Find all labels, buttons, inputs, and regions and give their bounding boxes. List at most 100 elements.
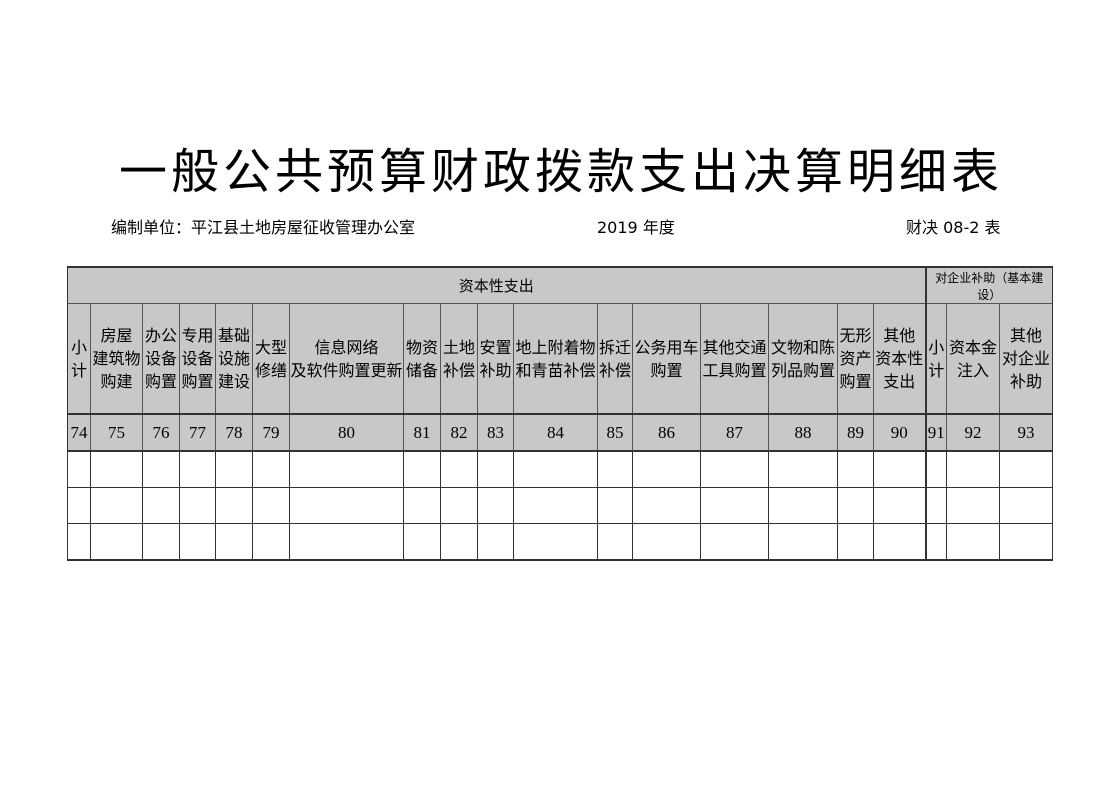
table-cell <box>924 487 948 524</box>
table-cell <box>477 523 514 561</box>
column-code: 87 <box>700 413 769 452</box>
table-cell <box>403 450 441 488</box>
column-header: 拆迁 补偿 <box>597 303 633 415</box>
column-header: 土地 补偿 <box>440 303 478 415</box>
table-cell <box>632 523 701 561</box>
table-cell <box>924 450 948 488</box>
group-header-capital: 资本性支出 <box>66 266 927 304</box>
year-label: 2019 年度 <box>597 218 675 237</box>
column-code: 92 <box>946 413 1001 452</box>
table-cell <box>67 450 91 488</box>
column-code: 75 <box>90 413 143 452</box>
table-cell <box>872 523 927 561</box>
column-code-row: 74 75 76 77 78 79 80 81 82 83 84 85 86 87 88 89 90 91 92 93 <box>67 413 1054 452</box>
table-cell <box>513 450 598 488</box>
table-cell <box>252 450 290 488</box>
table-cell <box>215 487 253 524</box>
table-cell <box>837 523 874 561</box>
column-header: 小 计 <box>67 303 91 415</box>
table-cell <box>999 523 1054 561</box>
table-cell <box>440 450 478 488</box>
table-cell <box>403 523 441 561</box>
table-cell <box>90 450 143 488</box>
column-header: 无形 资产 购置 <box>837 303 874 415</box>
table-cell <box>142 487 180 524</box>
column-header-row: 小 计房屋 建筑物 购建 办公 设备 购置 专用 设备 购置 基础 设施 建设 大型 修… <box>67 303 1054 415</box>
table-cell <box>90 523 143 561</box>
column-code: 90 <box>872 413 927 452</box>
table-cell <box>700 523 769 561</box>
column-header: 物资 储备 <box>403 303 441 415</box>
column-code: 86 <box>632 413 701 452</box>
group-header-row: 资本性支出 对企业补助（基本建设） <box>66 266 1054 304</box>
table-cell <box>179 523 216 561</box>
table-cell <box>837 487 874 524</box>
column-code: 76 <box>142 413 180 452</box>
page-title: 一般公共预算财政拨款支出决算明细表 <box>118 144 1003 200</box>
column-code: 77 <box>179 413 216 452</box>
column-header: 其他 资本性 支出 <box>872 303 927 415</box>
column-code: 89 <box>837 413 874 452</box>
column-header: 公务用车 购置 <box>632 303 701 415</box>
column-header: 地上附着物 和青苗补偿 <box>513 303 598 415</box>
column-header: 资本金 注入 <box>946 303 1001 415</box>
column-code: 88 <box>768 413 838 452</box>
column-header: 其他交通 工具购置 <box>700 303 769 415</box>
table-cell <box>215 450 253 488</box>
table-cell <box>252 523 290 561</box>
column-code: 78 <box>215 413 253 452</box>
table-cell <box>924 523 948 561</box>
column-header: 基础 设施 建设 <box>215 303 253 415</box>
group-header-enterprise: 对企业补助（基本建设） <box>924 266 1054 304</box>
table-cell <box>999 450 1054 488</box>
table-cell <box>252 487 290 524</box>
form-code: 财决 08-2 表 <box>906 218 1001 237</box>
table-cell <box>440 523 478 561</box>
table-cell <box>142 450 180 488</box>
column-code: 80 <box>289 413 404 452</box>
table-cell <box>872 487 927 524</box>
table-cell <box>837 450 874 488</box>
column-header: 安置 补助 <box>477 303 514 415</box>
table-cell <box>142 523 180 561</box>
table-cell <box>999 487 1054 524</box>
table-cell <box>403 487 441 524</box>
detail-table: 资本性支出 对企业补助（基本建设） 小 计房屋 建筑物 购建 办公 设备 购置 专用… <box>66 266 1054 561</box>
table-cell <box>632 450 701 488</box>
table-cell <box>700 487 769 524</box>
column-header: 大型 修缮 <box>252 303 290 415</box>
table-cell <box>632 487 701 524</box>
table-cell <box>946 523 1001 561</box>
table-row <box>67 450 1054 488</box>
column-code: 81 <box>403 413 441 452</box>
column-header: 信息网络 及软件购置更新 <box>289 303 404 415</box>
table-cell <box>700 450 769 488</box>
table-cell <box>513 487 598 524</box>
table-cell <box>90 487 143 524</box>
table-cell <box>946 450 1001 488</box>
column-header: 其他 对企业 补助 <box>999 303 1054 415</box>
table-cell <box>768 487 838 524</box>
table-cell <box>768 523 838 561</box>
column-header: 文物和陈 列品购置 <box>768 303 838 415</box>
column-code: 85 <box>597 413 633 452</box>
table-cell <box>215 523 253 561</box>
table-cell <box>872 450 927 488</box>
column-header: 专用 设备 购置 <box>179 303 216 415</box>
table-cell <box>289 523 404 561</box>
column-header: 小 计 <box>924 303 948 415</box>
column-code: 84 <box>513 413 598 452</box>
unit-label: 编制单位：平江县土地房屋征收管理办公室 <box>111 218 416 237</box>
table-cell <box>179 450 216 488</box>
table-cell <box>289 450 404 488</box>
table-cell <box>768 450 838 488</box>
column-code: 83 <box>477 413 514 452</box>
table-cell <box>67 487 91 524</box>
table-row <box>67 523 1054 561</box>
table-row <box>67 487 1054 524</box>
table-cell <box>67 523 91 561</box>
table-cell <box>477 487 514 524</box>
table-cell <box>597 523 633 561</box>
column-code: 93 <box>999 413 1054 452</box>
table-cell <box>289 487 404 524</box>
